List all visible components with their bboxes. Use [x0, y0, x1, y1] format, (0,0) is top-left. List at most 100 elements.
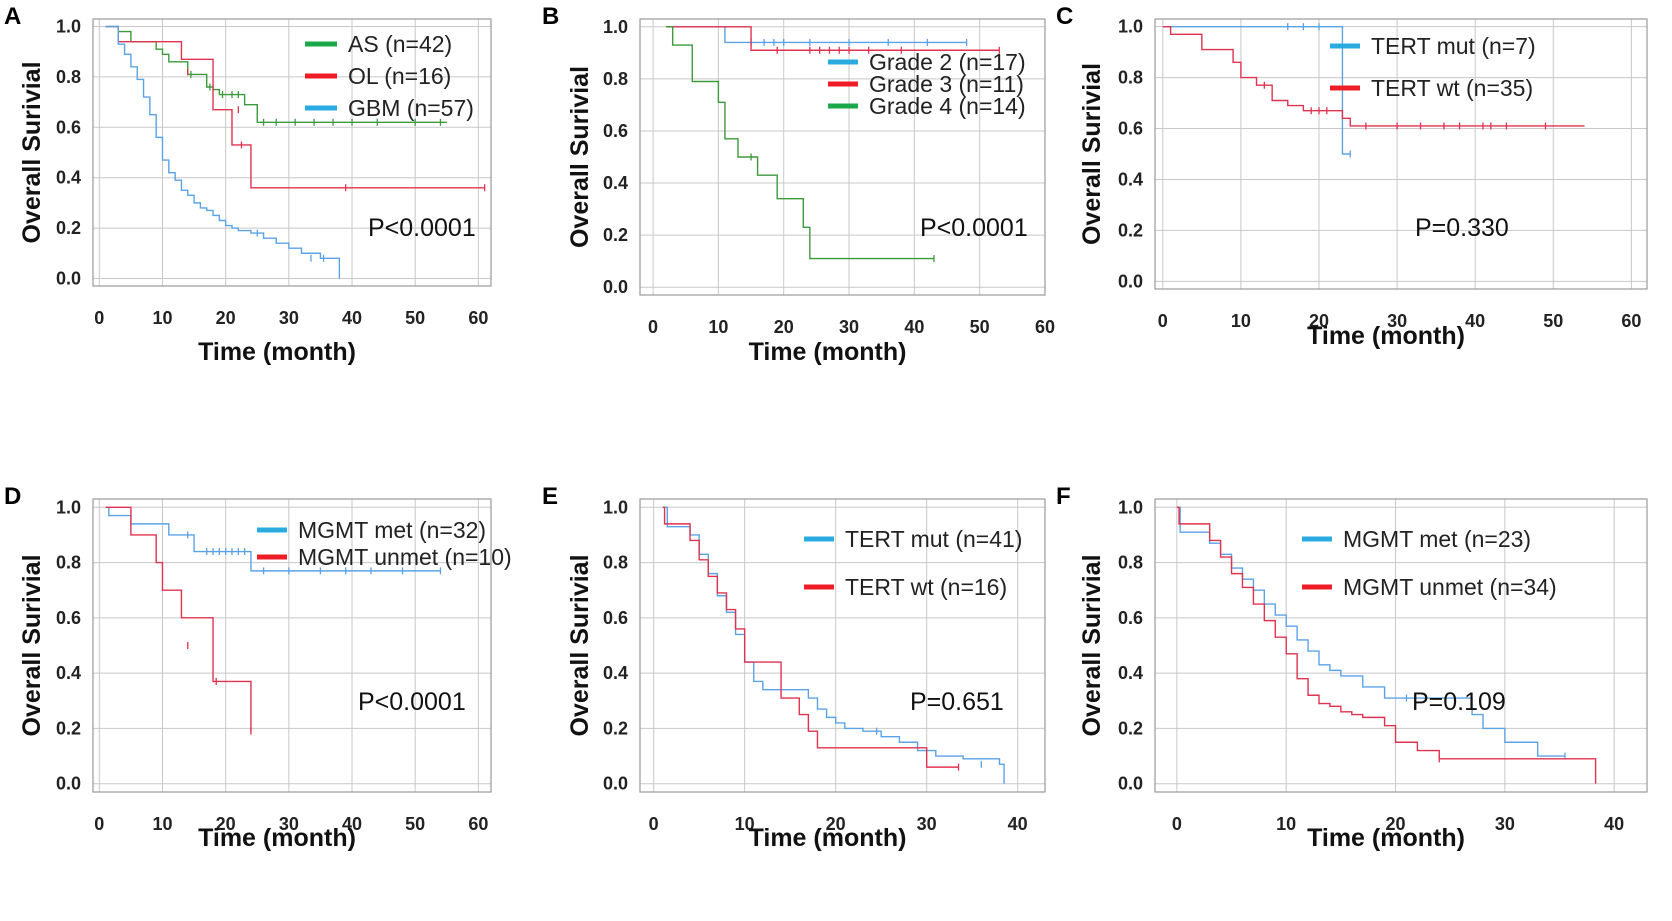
y-tick-label: 1.0: [56, 17, 81, 37]
x-tick-label: 50: [970, 317, 990, 337]
km-panel-a: A 0.0 0.2 0.4 0.6 0.8 1.0 0 10 20 30 40 50 60 Time (mo…: [4, 3, 492, 366]
y-tick-label: 1.0: [603, 497, 628, 517]
km-panel-f: F 0.0 0.2 0.4 0.6 0.8 1.0 0 10 20 30 40 Time (month)…: [1056, 483, 1648, 852]
legend-label: MGMT met (n=32): [298, 517, 486, 543]
y-tick-label: 0.0: [56, 268, 81, 288]
y-tick-label: 0.6: [56, 117, 81, 137]
y-axis-title: Overall Surivial: [566, 554, 594, 736]
plot-frame: [639, 18, 1046, 296]
panel-letter: C: [1056, 3, 1073, 30]
y-tick-label: 0.6: [56, 608, 81, 628]
x-tick-label: 30: [917, 814, 937, 834]
legend-label: TERT mut (n=41): [845, 526, 1022, 552]
y-tick-label: 0.6: [603, 121, 628, 141]
x-tick-label: 10: [152, 814, 172, 834]
panel-letter: B: [542, 3, 559, 30]
y-tick-label: 0.0: [1118, 271, 1143, 291]
panel-letter: E: [542, 483, 558, 510]
y-tick-label: 0.4: [603, 663, 628, 683]
plot-frame: [1154, 498, 1648, 793]
x-axis-title: Time (month): [198, 824, 356, 852]
y-tick-label: 0.0: [56, 774, 81, 794]
y-axis-title: Overall Surivial: [18, 61, 46, 243]
y-tick-label: 0.2: [603, 718, 628, 738]
legend-label: OL (n=16): [348, 63, 451, 89]
p-value-label: P<0.0001: [368, 214, 476, 242]
x-tick-label: 40: [904, 317, 924, 337]
legend-label: Grade 3 (n=11): [869, 71, 1024, 97]
y-axis-title: Overall Surivial: [18, 554, 46, 736]
y-tick-label: 0.2: [56, 718, 81, 738]
x-tick-label: 30: [1387, 311, 1407, 331]
y-tick-label: 0.8: [1118, 68, 1143, 88]
x-tick-label: 20: [1309, 311, 1329, 331]
x-tick-label: 20: [1386, 814, 1406, 834]
x-tick-label: 10: [708, 317, 728, 337]
y-tick-label: 0.8: [56, 553, 81, 573]
y-tick-label: 0.2: [56, 218, 81, 238]
x-tick-label: 0: [94, 814, 104, 834]
p-value-label: P<0.0001: [920, 214, 1028, 242]
panel-letter: F: [1056, 483, 1071, 510]
km-panel-d: D 0.0 0.2 0.4 0.6 0.8 1.0 0 10 20 30 40 50 60 Time (mo…: [4, 483, 512, 852]
km-curve-3: [666, 26, 934, 260]
panel-letter: D: [4, 483, 21, 510]
x-tick-label: 30: [1495, 814, 1515, 834]
legend-label: TERT wt (n=16): [845, 574, 1007, 600]
y-tick-label: 0.4: [603, 173, 628, 193]
x-tick-label: 10: [152, 308, 172, 328]
plot-frame: [639, 498, 1046, 793]
plot-frame: [92, 498, 492, 793]
y-axis-title: Overall Surivial: [1078, 63, 1106, 245]
x-tick-label: 60: [468, 814, 488, 834]
legend-label: MGMT unmet (n=34): [1343, 574, 1557, 600]
x-tick-label: 30: [279, 308, 299, 328]
y-tick-label: 0.6: [1118, 608, 1143, 628]
y-axis-title: Overall Surivial: [566, 66, 594, 248]
x-tick-label: 10: [1231, 311, 1251, 331]
y-tick-label: 0.2: [1118, 718, 1143, 738]
y-tick-label: 0.2: [603, 225, 628, 245]
x-tick-label: 40: [1008, 814, 1028, 834]
x-axis-title: Time (month): [1307, 322, 1465, 350]
x-tick-label: 40: [342, 308, 362, 328]
y-tick-label: 0.0: [603, 277, 628, 297]
x-tick-label: 50: [405, 814, 425, 834]
plot-frame: [92, 18, 492, 287]
x-tick-label: 40: [1465, 311, 1485, 331]
y-tick-label: 0.6: [1118, 119, 1143, 139]
y-tick-label: 0.0: [1118, 774, 1143, 794]
p-value-label: P=0.109: [1412, 688, 1506, 716]
x-tick-label: 60: [468, 308, 488, 328]
legend-label: Grade 2 (n=17): [869, 49, 1026, 75]
x-tick-label: 30: [839, 317, 859, 337]
x-tick-label: 40: [1604, 814, 1624, 834]
x-tick-label: 0: [1158, 311, 1168, 331]
x-tick-label: 0: [1172, 814, 1182, 834]
km-curve-1: [105, 506, 441, 572]
y-axis-title: Overall Surivial: [1078, 554, 1106, 736]
y-tick-label: 0.6: [603, 608, 628, 628]
km-curve-2: [666, 26, 1000, 51]
x-axis-title: Time (month): [1307, 824, 1465, 852]
x-tick-label: 60: [1035, 317, 1055, 337]
km-curve-1: [1162, 25, 1351, 155]
x-tick-label: 50: [405, 308, 425, 328]
y-tick-label: 1.0: [603, 17, 628, 37]
y-tick-label: 1.0: [56, 497, 81, 517]
km-curve-3: [105, 25, 341, 279]
y-tick-label: 0.8: [1118, 553, 1143, 573]
km-curve-2: [662, 506, 959, 768]
p-value-label: P=0.651: [910, 688, 1004, 716]
x-tick-label: 0: [94, 308, 104, 328]
km-curve-1: [105, 25, 447, 123]
y-tick-label: 0.2: [1118, 220, 1143, 240]
legend-label: TERT wt (n=35): [1371, 75, 1533, 101]
legend-label: MGMT met (n=23): [1343, 526, 1531, 552]
x-tick-label: 60: [1621, 311, 1641, 331]
x-tick-label: 20: [216, 308, 236, 328]
y-tick-label: 0.4: [56, 663, 81, 683]
y-tick-label: 0.0: [603, 774, 628, 794]
legend-label: MGMT unmet (n=10): [298, 544, 512, 570]
